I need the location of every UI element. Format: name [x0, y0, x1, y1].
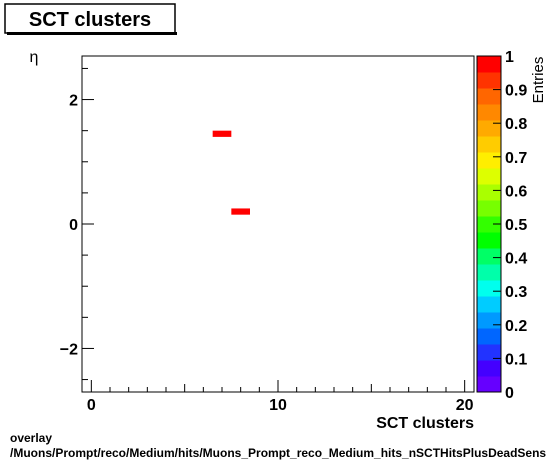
color-scale-band-12 — [477, 184, 501, 201]
z-tick-label-5: 0.5 — [505, 217, 527, 234]
color-scale-band-9 — [477, 232, 501, 249]
color-scale-band-10 — [477, 216, 501, 233]
color-scale-band-3 — [477, 328, 501, 345]
z-tick-label-4: 0.4 — [505, 251, 527, 268]
z-tick-label-3: 0.3 — [505, 284, 527, 301]
y-tick-label-1: 0 — [69, 217, 78, 234]
z-axis-label: Entries — [530, 57, 546, 104]
y-axis: −2 0 2 — [60, 67, 94, 381]
color-scale-band-5 — [477, 296, 501, 313]
color-scale-band-15 — [477, 136, 501, 153]
color-scale-band-8 — [477, 248, 501, 265]
z-tick-label-1: 0.1 — [505, 351, 527, 368]
y-tick-label-2: 2 — [69, 93, 78, 110]
chart-title: SCT clusters — [29, 9, 151, 31]
color-scale-band-11 — [477, 200, 501, 217]
z-tick-label-10: 1 — [505, 49, 514, 66]
color-scale-band-0 — [477, 376, 501, 393]
color-scale-band-18 — [477, 88, 501, 105]
x-tick-label-0: 0 — [87, 397, 96, 414]
heatmap-bin-1 — [231, 208, 250, 215]
y-axis-label: η — [30, 49, 39, 66]
color-scale-band-20 — [477, 56, 501, 73]
title-box: SCT clusters — [4, 3, 177, 35]
z-tick-label-6: 0.6 — [505, 183, 527, 200]
z-tick-label-2: 0.2 — [505, 318, 527, 335]
color-scale: 0 0.1 0.2 0.3 0.4 0.5 0.6 0.7 0.8 0.9 1 — [476, 49, 527, 402]
color-scale-band-13 — [477, 168, 501, 185]
z-tick-label-7: 0.7 — [505, 150, 527, 167]
color-scale-band-6 — [477, 280, 501, 297]
color-scale-band-16 — [477, 120, 501, 137]
x-axis: 0 10 20 — [87, 380, 474, 414]
color-scale-band-7 — [477, 264, 501, 281]
color-scale-band-2 — [477, 344, 501, 361]
footer-line-2: /Muons/Prompt/reco/Medium/hits/Muons_Pro… — [10, 446, 546, 460]
color-scale-band-17 — [477, 104, 501, 121]
heatmap-bins — [212, 130, 250, 215]
color-scale-band-19 — [477, 72, 501, 89]
z-tick-label-8: 0.8 — [505, 116, 527, 133]
y-tick-label-0: −2 — [60, 341, 78, 358]
color-scale-band-4 — [477, 312, 501, 329]
heatmap-bin-0 — [212, 130, 232, 137]
color-scale-band-1 — [477, 360, 501, 377]
plot-frame — [81, 55, 475, 393]
x-tick-label-20: 20 — [456, 397, 474, 414]
footer-line-1: overlay — [10, 431, 52, 445]
x-axis-label: SCT clusters — [376, 415, 474, 432]
z-tick-label-0: 0 — [505, 385, 514, 402]
x-tick-label-10: 10 — [269, 397, 287, 414]
z-tick-label-9: 0.9 — [505, 83, 527, 100]
color-scale-band-14 — [477, 152, 501, 169]
